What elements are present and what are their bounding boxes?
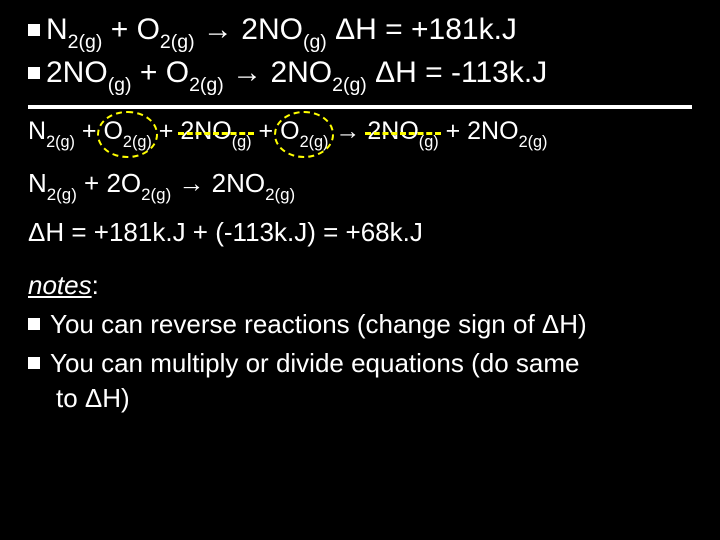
bullet-icon bbox=[28, 24, 40, 36]
eq2-o2: O bbox=[166, 56, 189, 89]
eq2-no-sub: (g) bbox=[108, 74, 132, 96]
eq2-no2: 2NO bbox=[270, 56, 332, 89]
dh-prefix: ΔH = bbox=[28, 217, 94, 247]
bullet-icon bbox=[28, 357, 40, 369]
sum-n2: N bbox=[28, 117, 46, 145]
res-o2-sub: 2(g) bbox=[141, 185, 171, 204]
eq1-no-sub: (g) bbox=[303, 31, 327, 53]
note-2-text-b: to ΔH) bbox=[56, 383, 130, 413]
sum-nob-sub: (g) bbox=[419, 133, 439, 151]
divider-line bbox=[28, 105, 692, 109]
note-1-text: You can reverse reactions (change sign o… bbox=[50, 309, 587, 339]
note-1: You can reverse reactions (change sign o… bbox=[28, 307, 692, 342]
eq1-n2-sub: 2(g) bbox=[68, 31, 103, 53]
circled-o2-right: O2(g) bbox=[280, 115, 328, 152]
res-plus1: + 2O bbox=[77, 168, 141, 198]
equation-1: N2(g) + O2(g) → 2NO(g) ΔH = +181k.J bbox=[28, 10, 692, 53]
res-n2: N bbox=[28, 168, 47, 198]
res-no2-sub: 2(g) bbox=[265, 185, 295, 204]
res-arrow: → 2NO bbox=[171, 168, 265, 198]
circled-o2-left: O2(g) bbox=[103, 115, 151, 152]
delta-h-sum: ΔH = +181k.J + (-113k.J) = +68k.J bbox=[28, 215, 692, 250]
notes-heading: notes: bbox=[28, 268, 692, 303]
dh-plus: + bbox=[186, 217, 216, 247]
sum-noa: 2NO bbox=[180, 117, 231, 145]
eq2-no: 2NO bbox=[46, 56, 108, 89]
eq1-o2: O bbox=[137, 13, 160, 46]
eq1-n2: N bbox=[46, 13, 68, 46]
dh-b: (-113k.J) bbox=[215, 217, 316, 247]
bullet-icon bbox=[28, 67, 40, 79]
note-2-text-a: You can multiply or divide equations (do… bbox=[50, 348, 579, 378]
eq1-dh: ΔH = +181k.J bbox=[327, 13, 517, 46]
note-2: You can multiply or divide equations (do… bbox=[28, 346, 692, 416]
sum-noa-sub: (g) bbox=[232, 133, 252, 151]
eq2-dh: ΔH = -113k.J bbox=[367, 56, 547, 89]
sum-arrow: → bbox=[328, 117, 367, 145]
struck-2no-right: 2NO(g) bbox=[367, 115, 438, 152]
dh-eq: = +68k.J bbox=[316, 217, 423, 247]
notes-title: notes bbox=[28, 270, 92, 300]
bullet-icon bbox=[28, 318, 40, 330]
dh-a: +181k.J bbox=[94, 217, 186, 247]
sum-o2b-sub: 2(g) bbox=[300, 133, 329, 151]
struck-2no-left: 2NO(g) bbox=[180, 115, 251, 152]
eq1-arrow: → bbox=[195, 13, 242, 46]
eq1-plus1: + bbox=[102, 13, 136, 46]
sum-o2a: O bbox=[103, 117, 122, 145]
sum-plus4: + 2NO bbox=[439, 117, 519, 145]
eq2-no2-sub: 2(g) bbox=[332, 74, 367, 96]
equation-2: 2NO(g) + O2(g) → 2NO2(g) ΔH = -113k.J bbox=[28, 53, 692, 96]
eq1-o2-sub: 2(g) bbox=[160, 31, 195, 53]
res-n2-sub: 2(g) bbox=[47, 185, 77, 204]
notes-section: notes: You can reverse reactions (change… bbox=[28, 268, 692, 416]
sum-o2a-sub: 2(g) bbox=[123, 133, 152, 151]
sum-n2-sub: 2(g) bbox=[46, 133, 75, 151]
eq2-o2-sub: 2(g) bbox=[189, 74, 224, 96]
sum-expanded: N2(g) + O2(g) + 2NO(g) + O2(g) → 2NO(g) … bbox=[28, 115, 692, 152]
sum-nob: 2NO bbox=[367, 117, 418, 145]
eq1-no: 2NO bbox=[241, 13, 303, 46]
eq2-plus1: + bbox=[132, 56, 166, 89]
eq2-arrow: → bbox=[224, 56, 271, 89]
notes-colon: : bbox=[92, 270, 99, 300]
sum-no2-sub: 2(g) bbox=[519, 133, 548, 151]
sum-o2b: O bbox=[280, 117, 299, 145]
sum-result: N2(g) + 2O2(g) → 2NO2(g) bbox=[28, 166, 692, 205]
